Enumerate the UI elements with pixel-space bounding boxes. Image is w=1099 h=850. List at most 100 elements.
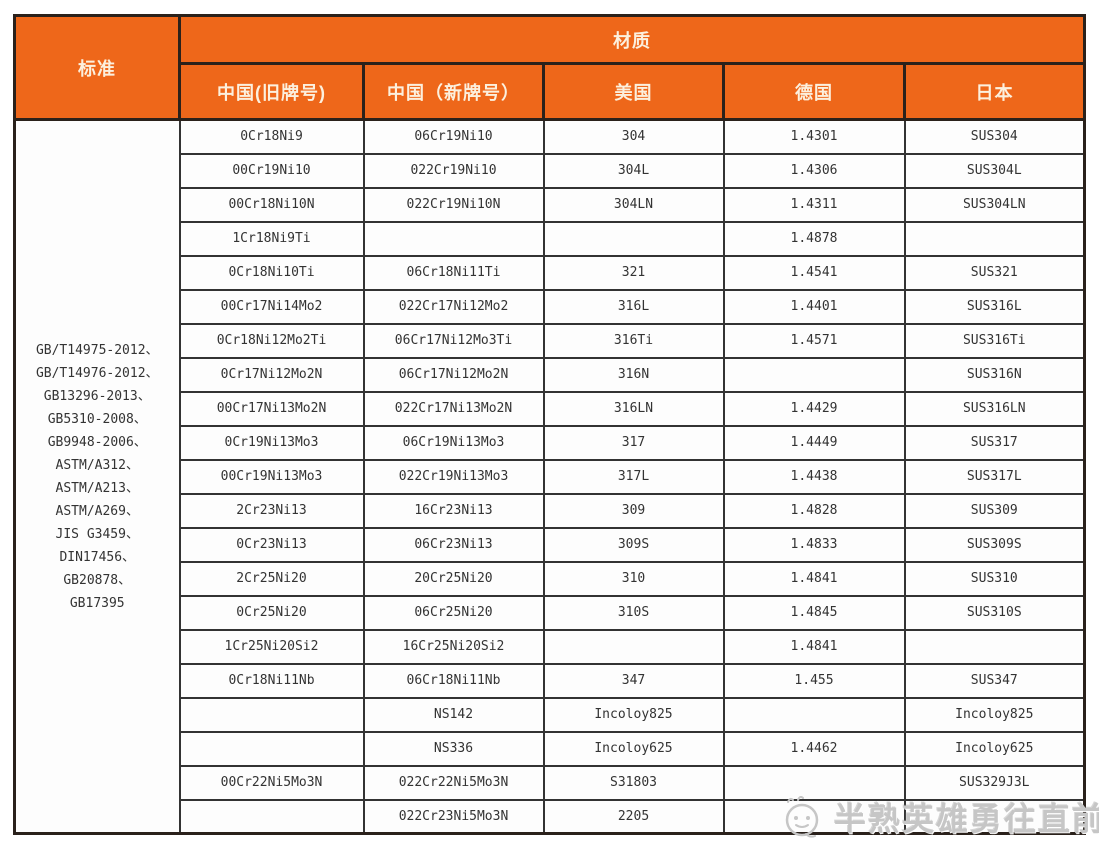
grade-cell: 0Cr25Ni20 xyxy=(178,594,365,631)
grade-cell: 310S xyxy=(542,594,725,631)
grade-row: NS336 Incoloy625 1.4462 Incoloy625 xyxy=(15,730,1086,767)
grade-cell: 1.4462 xyxy=(722,730,906,767)
grade-cell: 0Cr19Ni13Mo3 xyxy=(178,424,365,461)
standard-line: DIN17456、 xyxy=(59,549,136,565)
grade-cell: 16Cr23Ni13 xyxy=(362,492,545,529)
grade-cell: NS336 xyxy=(362,730,545,767)
standard-line: GB13296-2013、 xyxy=(43,388,151,404)
grade-cell: 0Cr18Ni9 xyxy=(178,118,365,155)
grade-cell: SUS317L xyxy=(903,458,1086,495)
grade-cell: SUS304 xyxy=(903,118,1086,155)
subheader-row: 中国(旧牌号) 中国（新牌号） 美国 德国 日本 xyxy=(15,62,1087,121)
group-header-row: 标准 材质 xyxy=(13,14,1087,121)
grade-cell xyxy=(903,220,1086,257)
grade-row: 00Cr17Ni14Mo2 022Cr17Ni12Mo2 316L 1.4401 SUS… xyxy=(15,288,1086,325)
grade-cell: SUS329J3L xyxy=(903,764,1086,801)
grade-cell: SUS316N xyxy=(903,356,1086,393)
grade-cell: 1.4449 xyxy=(722,424,906,461)
grade-cell: 06Cr17Ni12Mo3Ti xyxy=(362,322,545,359)
table-header: 标准 材质 中国(旧牌号) 中国（新牌号） 美国 德国 日本 xyxy=(13,14,1087,121)
grade-cell: 06Cr19Ni13Mo3 xyxy=(362,424,545,461)
grade-cell: 022Cr17Ni13Mo2N xyxy=(362,390,545,427)
grade-cell: 06Cr25Ni20 xyxy=(362,594,545,631)
grade-cell: 304LN xyxy=(542,186,725,223)
grade-cell: 00Cr17Ni14Mo2 xyxy=(178,288,365,325)
grade-cell xyxy=(903,798,1086,835)
grade-cell: 317L xyxy=(542,458,725,495)
grade-row: GB/T14975-2012、 GB/T14976-2012、 GB13296-20… xyxy=(13,118,1086,835)
grade-cell xyxy=(903,628,1086,665)
grade-cell: S31803 xyxy=(542,764,725,801)
grade-cell: 1.4833 xyxy=(722,526,906,563)
grade-row: 00Cr22Ni5Mo3N 022Cr22Ni5Mo3N S31803 SUS329J… xyxy=(15,764,1086,801)
grade-cell: 022Cr19Ni10N xyxy=(362,186,545,223)
grade-cell: Incoloy625 xyxy=(903,730,1086,767)
grade-row: 1Cr25Ni20Si2 16Cr25Ni20Si2 1.4841 xyxy=(15,628,1086,665)
grade-row: 0Cr23Ni13 06Cr23Ni13 309S 1.4833 SUS309S xyxy=(15,526,1086,563)
grade-row: 00Cr17Ni13Mo2N 022Cr17Ni13Mo2N 316LN 1.4429… xyxy=(15,390,1086,427)
grade-cell: 1.4878 xyxy=(722,220,906,257)
grade-cell: 317 xyxy=(542,424,725,461)
grade-cell: 0Cr18Ni12Mo2Ti xyxy=(178,322,365,359)
grade-cell: 16Cr25Ni20Si2 xyxy=(362,628,545,665)
grade-cell: 304L xyxy=(542,152,725,189)
grade-cell: 20Cr25Ni20 xyxy=(362,560,545,597)
grade-cell: Incoloy825 xyxy=(903,696,1086,733)
standard-line: GB9948-2006、 xyxy=(47,434,147,450)
grade-cell: SUS309S xyxy=(903,526,1086,563)
grade-cell xyxy=(362,220,545,257)
grade-cell: Incoloy625 xyxy=(542,730,725,767)
grade-cell: 1Cr18Ni9Ti xyxy=(178,220,365,257)
grade-cell: 06Cr19Ni10 xyxy=(362,118,545,155)
grade-cell: 1.4301 xyxy=(722,118,906,155)
grade-cell: 022Cr19Ni13Mo3 xyxy=(362,458,545,495)
grade-cell: 022Cr19Ni10 xyxy=(362,152,545,189)
grade-cell: 1.4541 xyxy=(722,254,906,291)
column-header-usa: 美国 xyxy=(542,62,725,121)
grade-cell: 1.4841 xyxy=(722,628,906,665)
grade-cell: 0Cr18Ni10Ti xyxy=(178,254,365,291)
grade-cell: 304 xyxy=(542,118,725,155)
grade-cell: 0Cr23Ni13 xyxy=(178,526,365,563)
standard-line: ASTM/A213、 xyxy=(55,480,139,496)
grade-cell: Incoloy825 xyxy=(542,696,725,733)
grade-row: 00Cr18Ni10N 022Cr19Ni10N 304LN 1.4311 SUS304… xyxy=(15,186,1086,223)
grade-cell xyxy=(178,798,365,835)
grade-cell: SUS347 xyxy=(903,662,1086,699)
grade-cell xyxy=(722,798,906,835)
grade-cell: 1.4841 xyxy=(722,560,906,597)
column-header-china-old: 中国(旧牌号) xyxy=(178,62,365,121)
grade-cell: 1.455 xyxy=(722,662,906,699)
standard-line: GB17395 xyxy=(69,595,125,611)
grade-cell: 00Cr18Ni10N xyxy=(178,186,365,223)
standard-line: GB/T14976-2012、 xyxy=(35,365,159,381)
grade-cell: 00Cr19Ni10 xyxy=(178,152,365,189)
grade-cell: 1.4311 xyxy=(722,186,906,223)
grade-cell: 2Cr25Ni20 xyxy=(178,560,365,597)
grade-cell: 06Cr23Ni13 xyxy=(362,526,545,563)
grade-cell: 0Cr17Ni12Mo2N xyxy=(178,356,365,393)
grade-cell: 310 xyxy=(542,560,725,597)
grade-cell: SUS316Ti xyxy=(903,322,1086,359)
grade-cell: SUS309 xyxy=(903,492,1086,529)
grade-cell xyxy=(722,764,906,801)
grade-cell: 022Cr17Ni12Mo2 xyxy=(362,288,545,325)
grade-row: 0Cr17Ni12Mo2N 06Cr17Ni12Mo2N 316N SUS316N xyxy=(15,356,1086,393)
grade-cell: 1.4571 xyxy=(722,322,906,359)
grade-cell: SUS304L xyxy=(903,152,1086,189)
standard-line: ASTM/A269、 xyxy=(55,503,139,519)
grade-cell: 2Cr23Ni13 xyxy=(178,492,365,529)
grade-cell: 1.4429 xyxy=(722,390,906,427)
grade-row: 2Cr25Ni20 20Cr25Ni20 310 1.4841 SUS310 xyxy=(15,560,1086,597)
grade-cell xyxy=(178,696,365,733)
grade-cell: SUS310S xyxy=(903,594,1086,631)
standard-line: GB20878、 xyxy=(63,572,132,588)
grade-cell: SUS316LN xyxy=(903,390,1086,427)
grade-cell: 321 xyxy=(542,254,725,291)
grade-cell xyxy=(542,628,725,665)
grade-row: 00Cr19Ni10 022Cr19Ni10 304L 1.4306 SUS304L xyxy=(15,152,1086,189)
grade-cell: 316Ti xyxy=(542,322,725,359)
grade-cell: 06Cr17Ni12Mo2N xyxy=(362,356,545,393)
grade-cell: 316L xyxy=(542,288,725,325)
